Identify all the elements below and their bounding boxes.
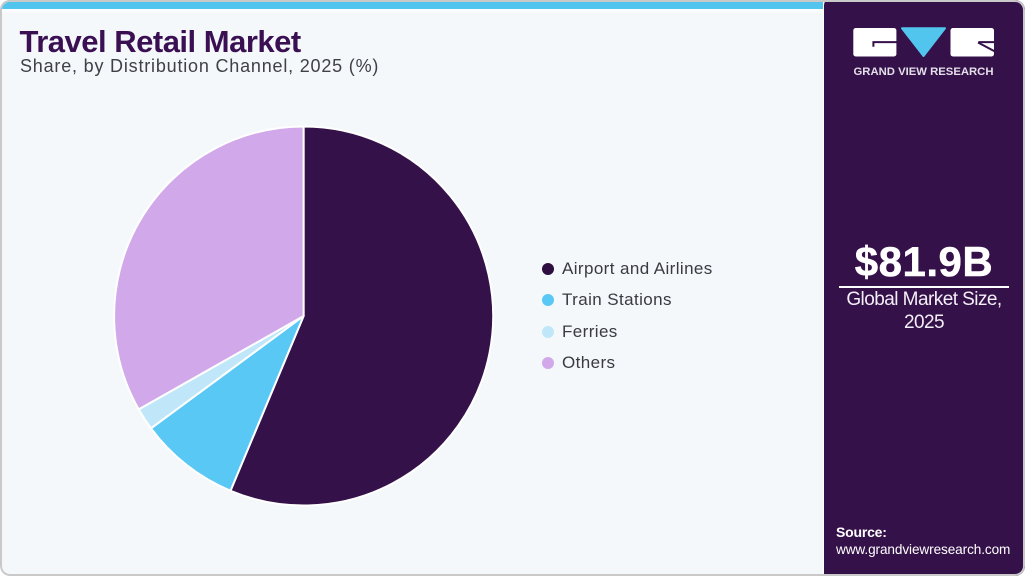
svg-text:GRAND VIEW RESEARCH: GRAND VIEW RESEARCH [854, 66, 994, 78]
